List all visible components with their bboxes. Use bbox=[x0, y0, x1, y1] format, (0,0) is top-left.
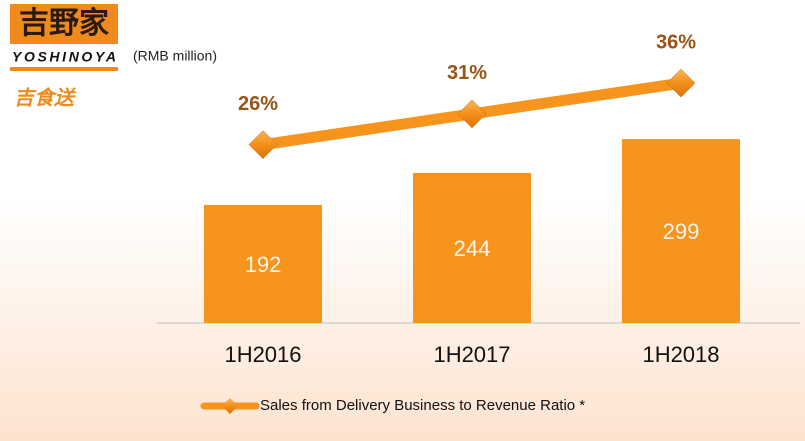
bar-value-label: 299 bbox=[663, 219, 700, 244]
marker bbox=[666, 68, 696, 98]
unit-label: (RMB million) bbox=[133, 48, 217, 64]
marker bbox=[457, 99, 487, 129]
bar-value-label: 192 bbox=[245, 252, 282, 277]
logo-rule bbox=[10, 67, 118, 71]
bar bbox=[622, 139, 740, 323]
logo-name: 吉野家 bbox=[19, 7, 109, 40]
bar bbox=[204, 204, 322, 323]
line-value-label: 26% bbox=[238, 93, 278, 115]
logo-brand: YOSHINOYA bbox=[12, 49, 116, 65]
marker bbox=[248, 130, 278, 160]
bar bbox=[413, 172, 531, 323]
x-tick-label: 1H2017 bbox=[433, 342, 510, 367]
legend-label: Sales from Delivery Business to Revenue … bbox=[260, 397, 585, 414]
x-tick-label: 1H2018 bbox=[642, 342, 719, 367]
logo-box bbox=[10, 4, 118, 44]
line-value-label: 36% bbox=[656, 31, 696, 53]
logo-service: 吉食送 bbox=[14, 86, 77, 109]
bar-value-label: 244 bbox=[454, 236, 491, 261]
legend-marker bbox=[222, 398, 238, 414]
x-tick-label: 1H2016 bbox=[224, 342, 301, 367]
line-value-label: 31% bbox=[447, 62, 487, 84]
